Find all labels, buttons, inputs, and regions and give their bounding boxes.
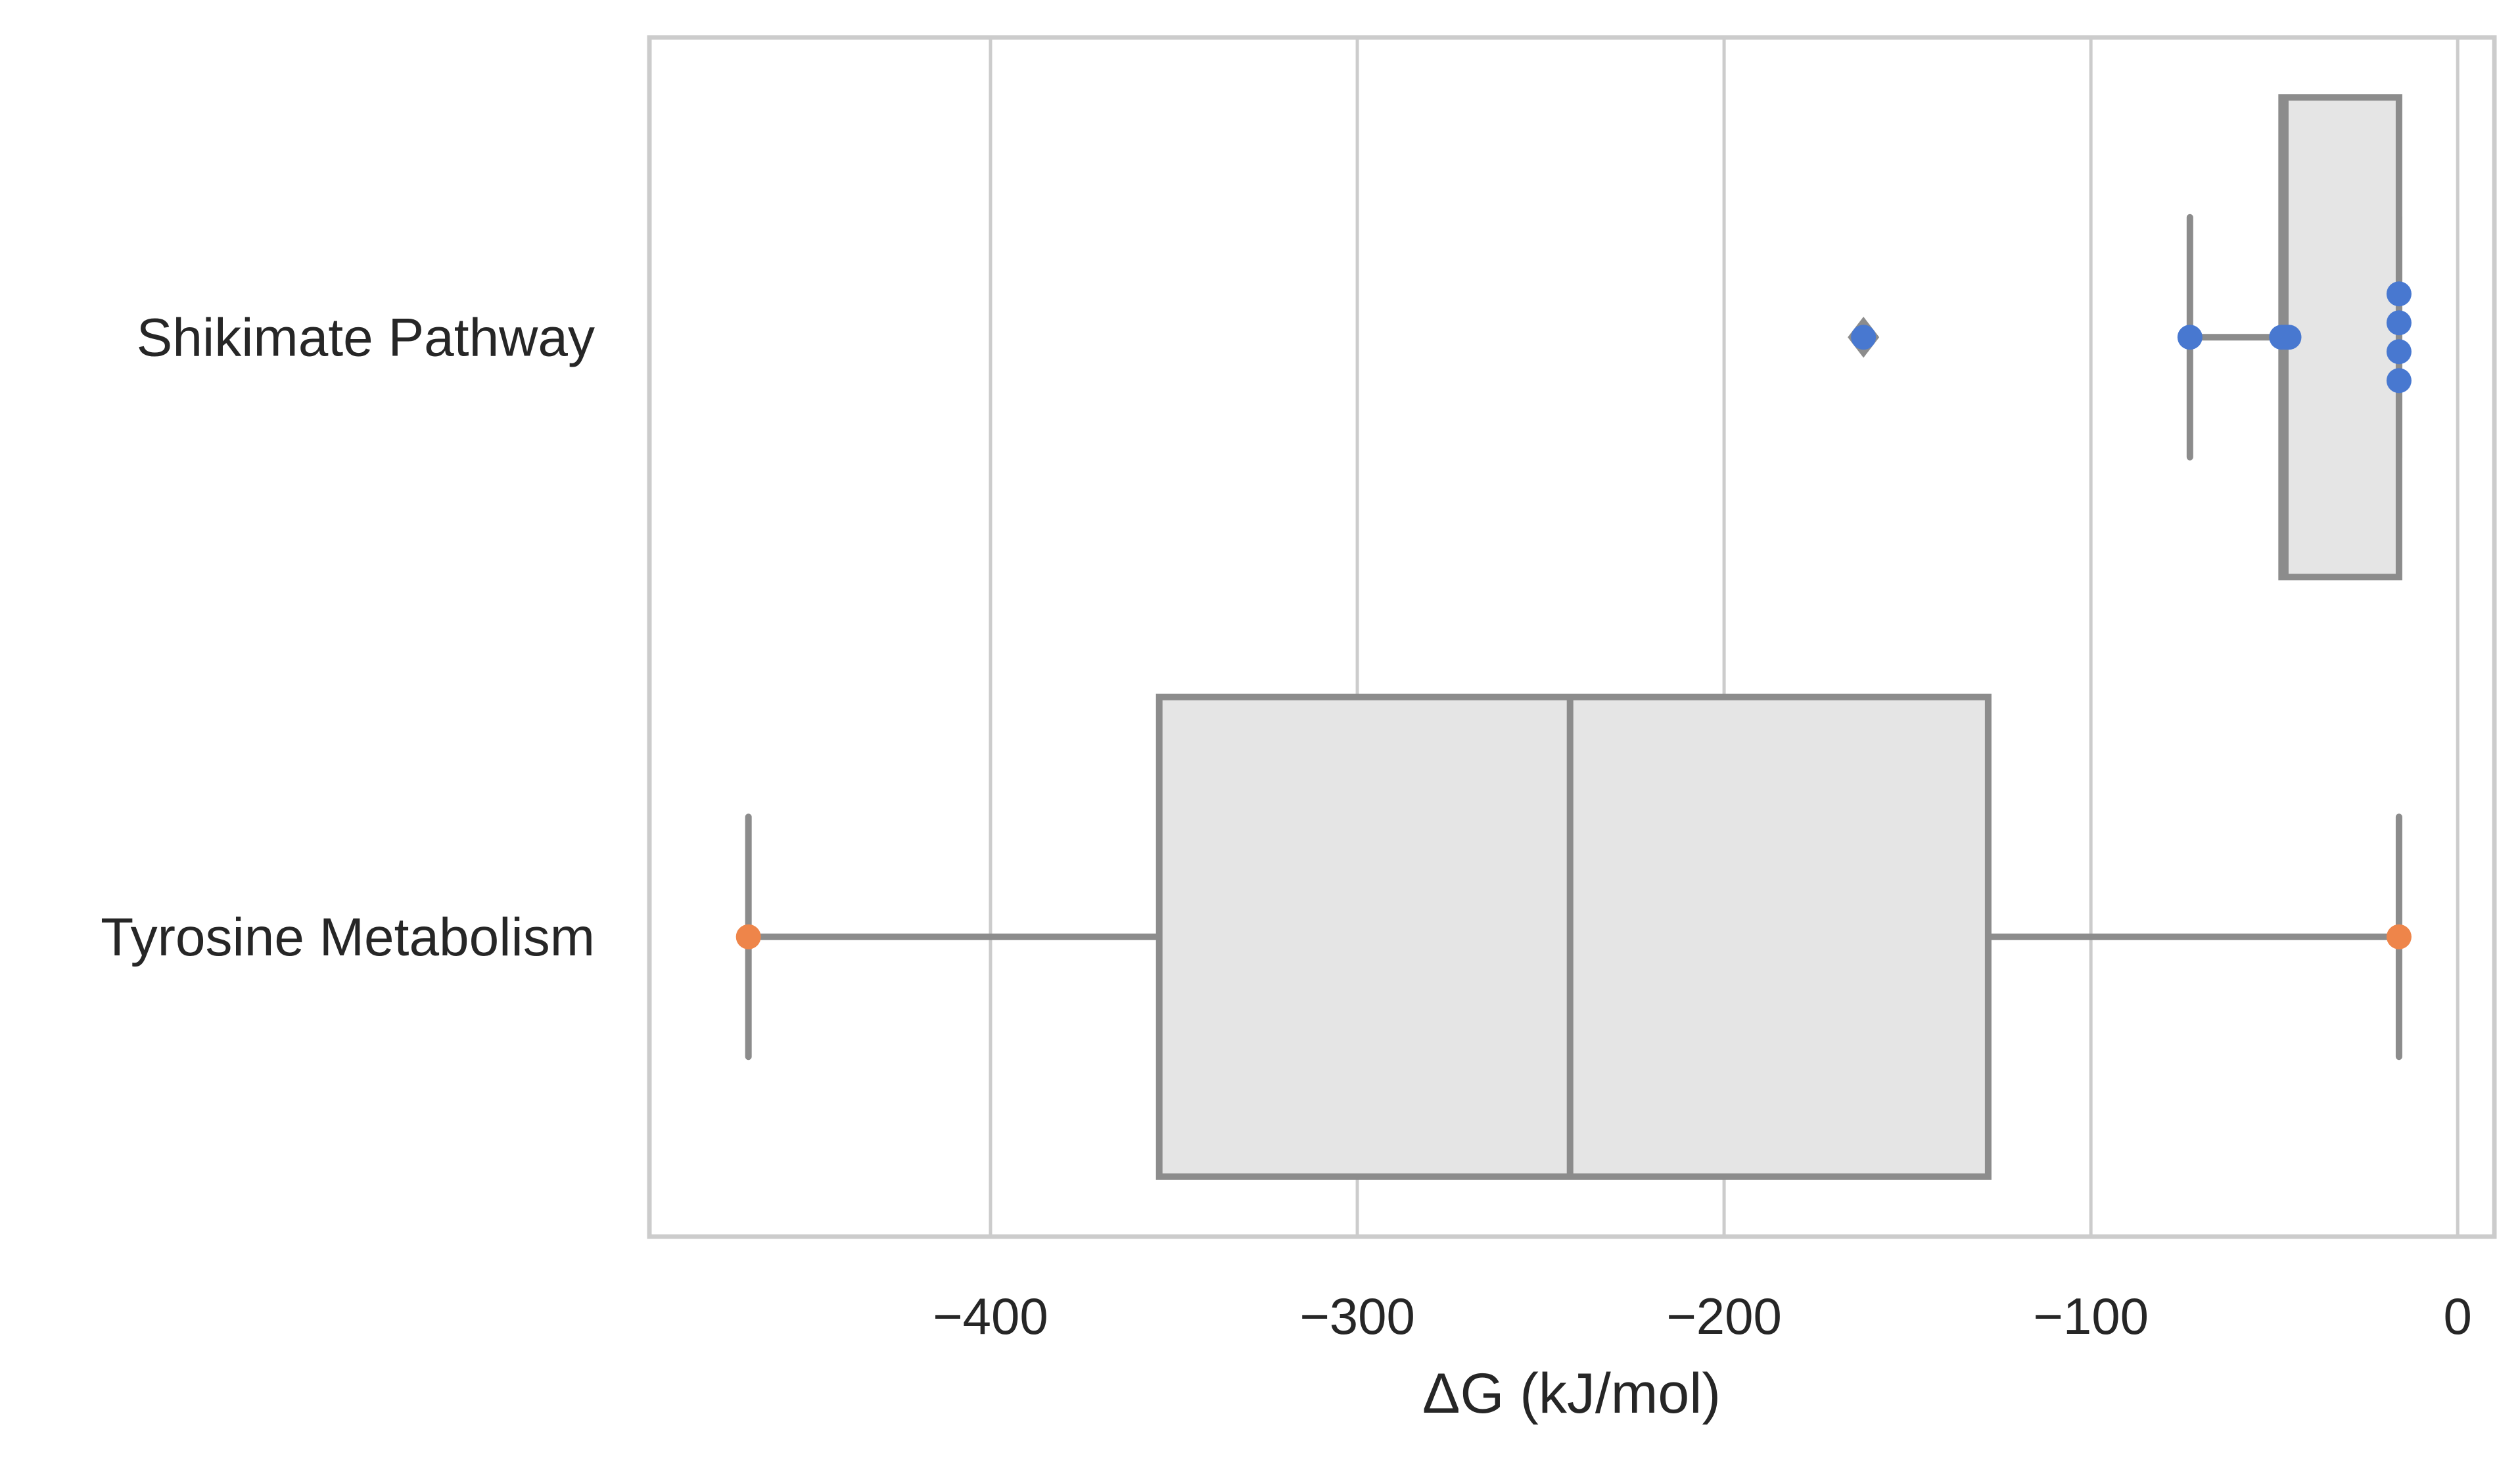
- marks-layer: [735, 94, 2412, 1180]
- data-point: [2386, 281, 2412, 307]
- data-point: [2276, 325, 2302, 350]
- x-tick-label: −400: [933, 1287, 1048, 1345]
- data-point: [2386, 339, 2412, 365]
- data-point: [2386, 924, 2412, 949]
- box-body: [1155, 693, 1992, 1180]
- y-category-label: Tyrosine Metabolism: [101, 907, 595, 967]
- x-axis-title: ΔG (kJ/mol): [1422, 1362, 1721, 1425]
- data-point: [2386, 368, 2412, 394]
- box-group: [735, 693, 2412, 1180]
- data-point: [735, 924, 761, 949]
- plot-frame: [647, 35, 2497, 1239]
- x-tick-label: −100: [2033, 1287, 2149, 1345]
- x-tick-label: 0: [2443, 1287, 2471, 1345]
- x-tick-label: −200: [1666, 1287, 1782, 1345]
- data-point: [2177, 325, 2203, 350]
- data-point: [2386, 310, 2412, 336]
- labels-layer: −400 −300 −200 −100 0 Shikimate Pathway Tyrosi…: [101, 308, 2472, 1345]
- data-point: [1851, 325, 1877, 350]
- x-tick-label: −300: [1299, 1287, 1415, 1345]
- box-group: [1848, 94, 2412, 581]
- y-category-label: Shikimate Pathway: [137, 308, 595, 367]
